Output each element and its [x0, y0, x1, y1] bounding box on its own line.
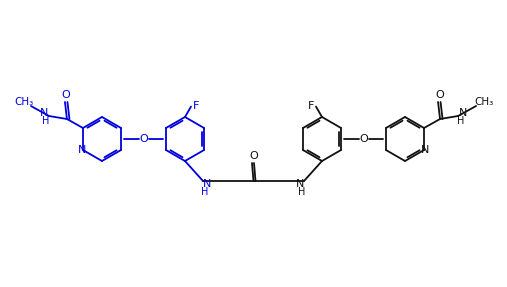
- Text: N: N: [40, 108, 48, 118]
- Text: N: N: [459, 108, 467, 118]
- Text: O: O: [249, 151, 258, 161]
- Text: H: H: [42, 116, 50, 126]
- Text: O: O: [61, 90, 70, 100]
- Text: H: H: [201, 187, 209, 197]
- Text: O: O: [139, 134, 148, 144]
- Text: F: F: [193, 101, 199, 110]
- Text: O: O: [359, 134, 368, 144]
- Text: F: F: [308, 101, 314, 110]
- Text: N: N: [296, 179, 304, 189]
- Text: N: N: [421, 145, 429, 155]
- Text: CH₃: CH₃: [14, 97, 33, 107]
- Text: N: N: [78, 145, 86, 155]
- Text: O: O: [436, 90, 445, 100]
- Text: CH₃: CH₃: [475, 97, 494, 107]
- Text: H: H: [457, 116, 465, 126]
- Text: N: N: [203, 179, 211, 189]
- Text: H: H: [298, 187, 306, 197]
